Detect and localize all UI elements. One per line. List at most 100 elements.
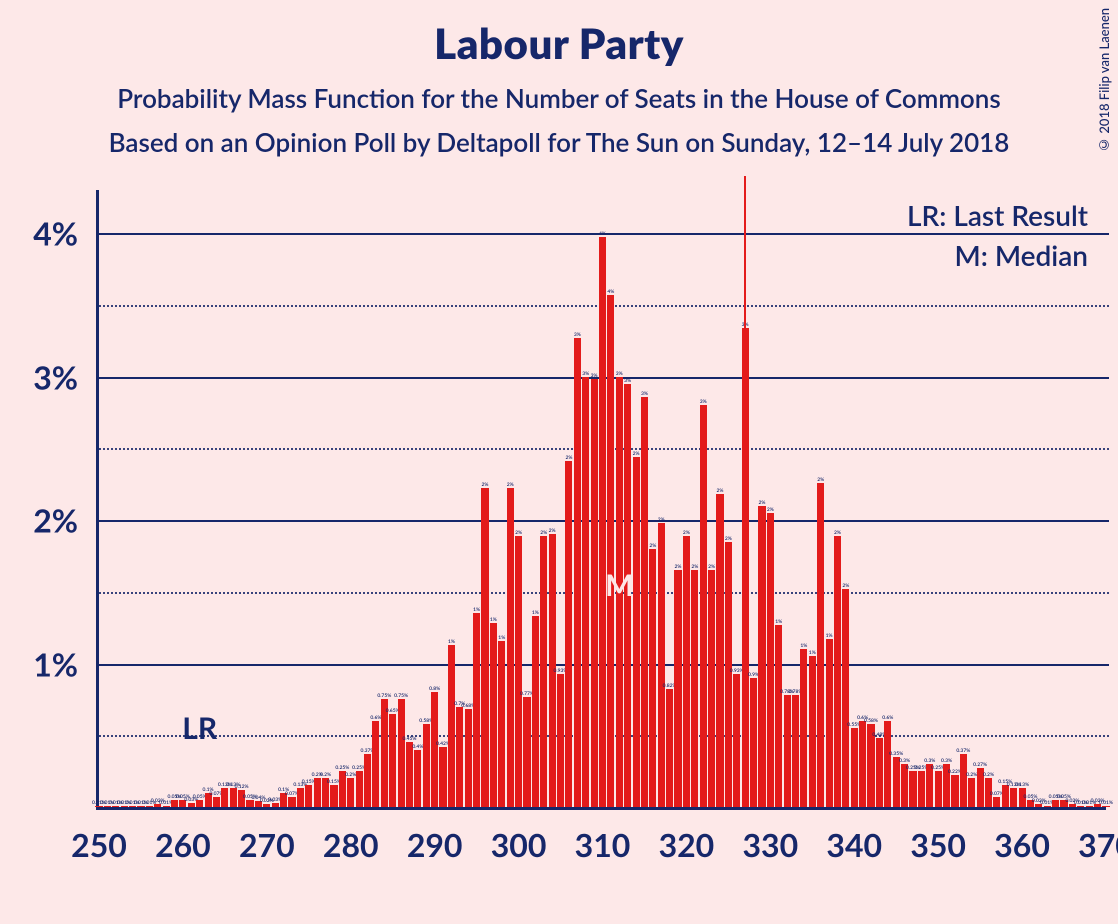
bar: 2% bbox=[842, 589, 849, 807]
bar: 2% bbox=[817, 483, 824, 807]
bar: 0.2% bbox=[314, 778, 321, 807]
bar-value-label: 0.35% bbox=[889, 751, 903, 757]
bar-value-label: 2% bbox=[758, 500, 765, 506]
bar: 0.01% bbox=[129, 806, 136, 807]
bar: 0.75% bbox=[381, 699, 388, 807]
bar-value-label: 1% bbox=[800, 643, 807, 649]
bar: 3% bbox=[624, 384, 631, 807]
bar: 0.7% bbox=[456, 707, 463, 807]
bar: 0.22% bbox=[951, 775, 958, 807]
bar: 2% bbox=[691, 570, 698, 807]
bar: 0.77% bbox=[523, 697, 530, 807]
bar-value-label: 3% bbox=[624, 378, 631, 384]
x-tick-label: 260 bbox=[155, 825, 211, 864]
bar: 2% bbox=[507, 488, 514, 807]
bar: 0.68% bbox=[465, 709, 472, 807]
bar: 0.07% bbox=[993, 797, 1000, 807]
bar-value-label: 1% bbox=[498, 635, 505, 641]
bar-value-label: 0.75% bbox=[394, 693, 408, 699]
bar: 1% bbox=[826, 639, 833, 807]
bar-value-label: 3% bbox=[582, 371, 589, 377]
bar-value-label: 2% bbox=[834, 530, 841, 536]
bar: 0.01% bbox=[121, 806, 128, 807]
bar-value-label: 2% bbox=[725, 536, 732, 542]
bar: 0.45% bbox=[406, 742, 413, 807]
bar-value-label: 0.3% bbox=[899, 758, 910, 764]
bar: 1% bbox=[532, 616, 539, 807]
bar: 0.13% bbox=[297, 788, 304, 807]
bar: 0.25% bbox=[918, 771, 925, 807]
bar-value-label: 4% bbox=[607, 289, 614, 295]
bar-value-label: 1% bbox=[826, 633, 833, 639]
bar-value-label: 2% bbox=[716, 488, 723, 494]
bar: 4% bbox=[607, 295, 614, 807]
plot-area: LR: Last Result M: Median 1%2%3%4% 0.01%… bbox=[96, 190, 1106, 810]
bar: 0.13% bbox=[230, 788, 237, 807]
y-tick-label: 3% bbox=[33, 357, 78, 396]
bar-value-label: 0.45% bbox=[403, 736, 417, 742]
bar-value-label: 1% bbox=[775, 619, 782, 625]
bar-value-label: 1% bbox=[490, 617, 497, 623]
bar: 1% bbox=[473, 613, 480, 807]
bar: 1% bbox=[498, 641, 505, 807]
bar: 0.05% bbox=[196, 800, 203, 807]
bar: 2% bbox=[565, 461, 572, 807]
bar: 0.8% bbox=[431, 692, 438, 807]
bar: 1% bbox=[775, 625, 782, 807]
bar: 0.25% bbox=[935, 771, 942, 807]
bar-value-label: 2% bbox=[842, 583, 849, 589]
bar: 0.13% bbox=[221, 788, 228, 807]
bar: 2% bbox=[515, 536, 522, 807]
bar: 0.37% bbox=[364, 754, 371, 807]
bar-value-label: 0.58% bbox=[864, 718, 878, 724]
bar: 2% bbox=[716, 494, 723, 807]
bar: 0.48% bbox=[876, 738, 883, 807]
x-tick-label: 280 bbox=[323, 825, 379, 864]
bar: 0.6% bbox=[859, 721, 866, 807]
bar-value-label: 3% bbox=[641, 391, 648, 397]
bar: 0.2% bbox=[347, 778, 354, 807]
bar-value-label: 2% bbox=[675, 564, 682, 570]
bar: 0.03% bbox=[272, 803, 279, 807]
bar: 2% bbox=[633, 457, 640, 807]
median-line bbox=[744, 176, 746, 807]
bar-value-label: 0.01% bbox=[1099, 800, 1113, 806]
bar: 0.2% bbox=[968, 778, 975, 807]
bar-value-label: 3% bbox=[591, 373, 598, 379]
bar-value-label: 2% bbox=[767, 507, 774, 513]
bar: 2% bbox=[725, 542, 732, 807]
bar: 2% bbox=[834, 536, 841, 807]
bar: 0.01% bbox=[1044, 806, 1051, 807]
bar-value-label: 0.2% bbox=[983, 772, 994, 778]
bar: 3% bbox=[616, 377, 623, 807]
bar-value-label: 2% bbox=[691, 564, 698, 570]
bar: 2% bbox=[683, 536, 690, 807]
bar: 3% bbox=[574, 338, 581, 807]
title-sub2: Based on an Opinion Poll by Deltapoll fo… bbox=[0, 126, 1118, 158]
title-block: Labour Party Probability Mass Function f… bbox=[0, 18, 1118, 158]
bar: 0.07% bbox=[213, 797, 220, 807]
bar: 0.13% bbox=[1010, 788, 1017, 807]
bar: 1% bbox=[809, 656, 816, 807]
bar-value-label: 2% bbox=[507, 482, 514, 488]
bar-value-label: 0.6% bbox=[882, 715, 893, 721]
bar: 0.01% bbox=[95, 806, 102, 807]
bar-value-label: 0.3% bbox=[924, 758, 935, 764]
y-tick-label: 2% bbox=[33, 501, 78, 540]
bar: 0.02% bbox=[263, 804, 270, 807]
bar: 0.25% bbox=[356, 771, 363, 807]
bar: 3% bbox=[582, 377, 589, 807]
bar-value-label: 0.13% bbox=[1015, 782, 1029, 788]
bar: 3% bbox=[591, 379, 598, 807]
bar-value-label: 2% bbox=[649, 543, 656, 549]
y-tick-label: 4% bbox=[33, 214, 78, 253]
bar-value-label: 0.37% bbox=[956, 748, 970, 754]
bar: 0.37% bbox=[960, 754, 967, 807]
bar-value-label: 1% bbox=[532, 610, 539, 616]
x-tick-label: 340 bbox=[826, 825, 882, 864]
x-axis bbox=[96, 807, 1106, 810]
bar-value-label: 1% bbox=[448, 639, 455, 645]
bar: 1% bbox=[490, 623, 497, 807]
bar: 0.01% bbox=[163, 806, 170, 807]
bar-value-label: 4% bbox=[599, 231, 606, 237]
